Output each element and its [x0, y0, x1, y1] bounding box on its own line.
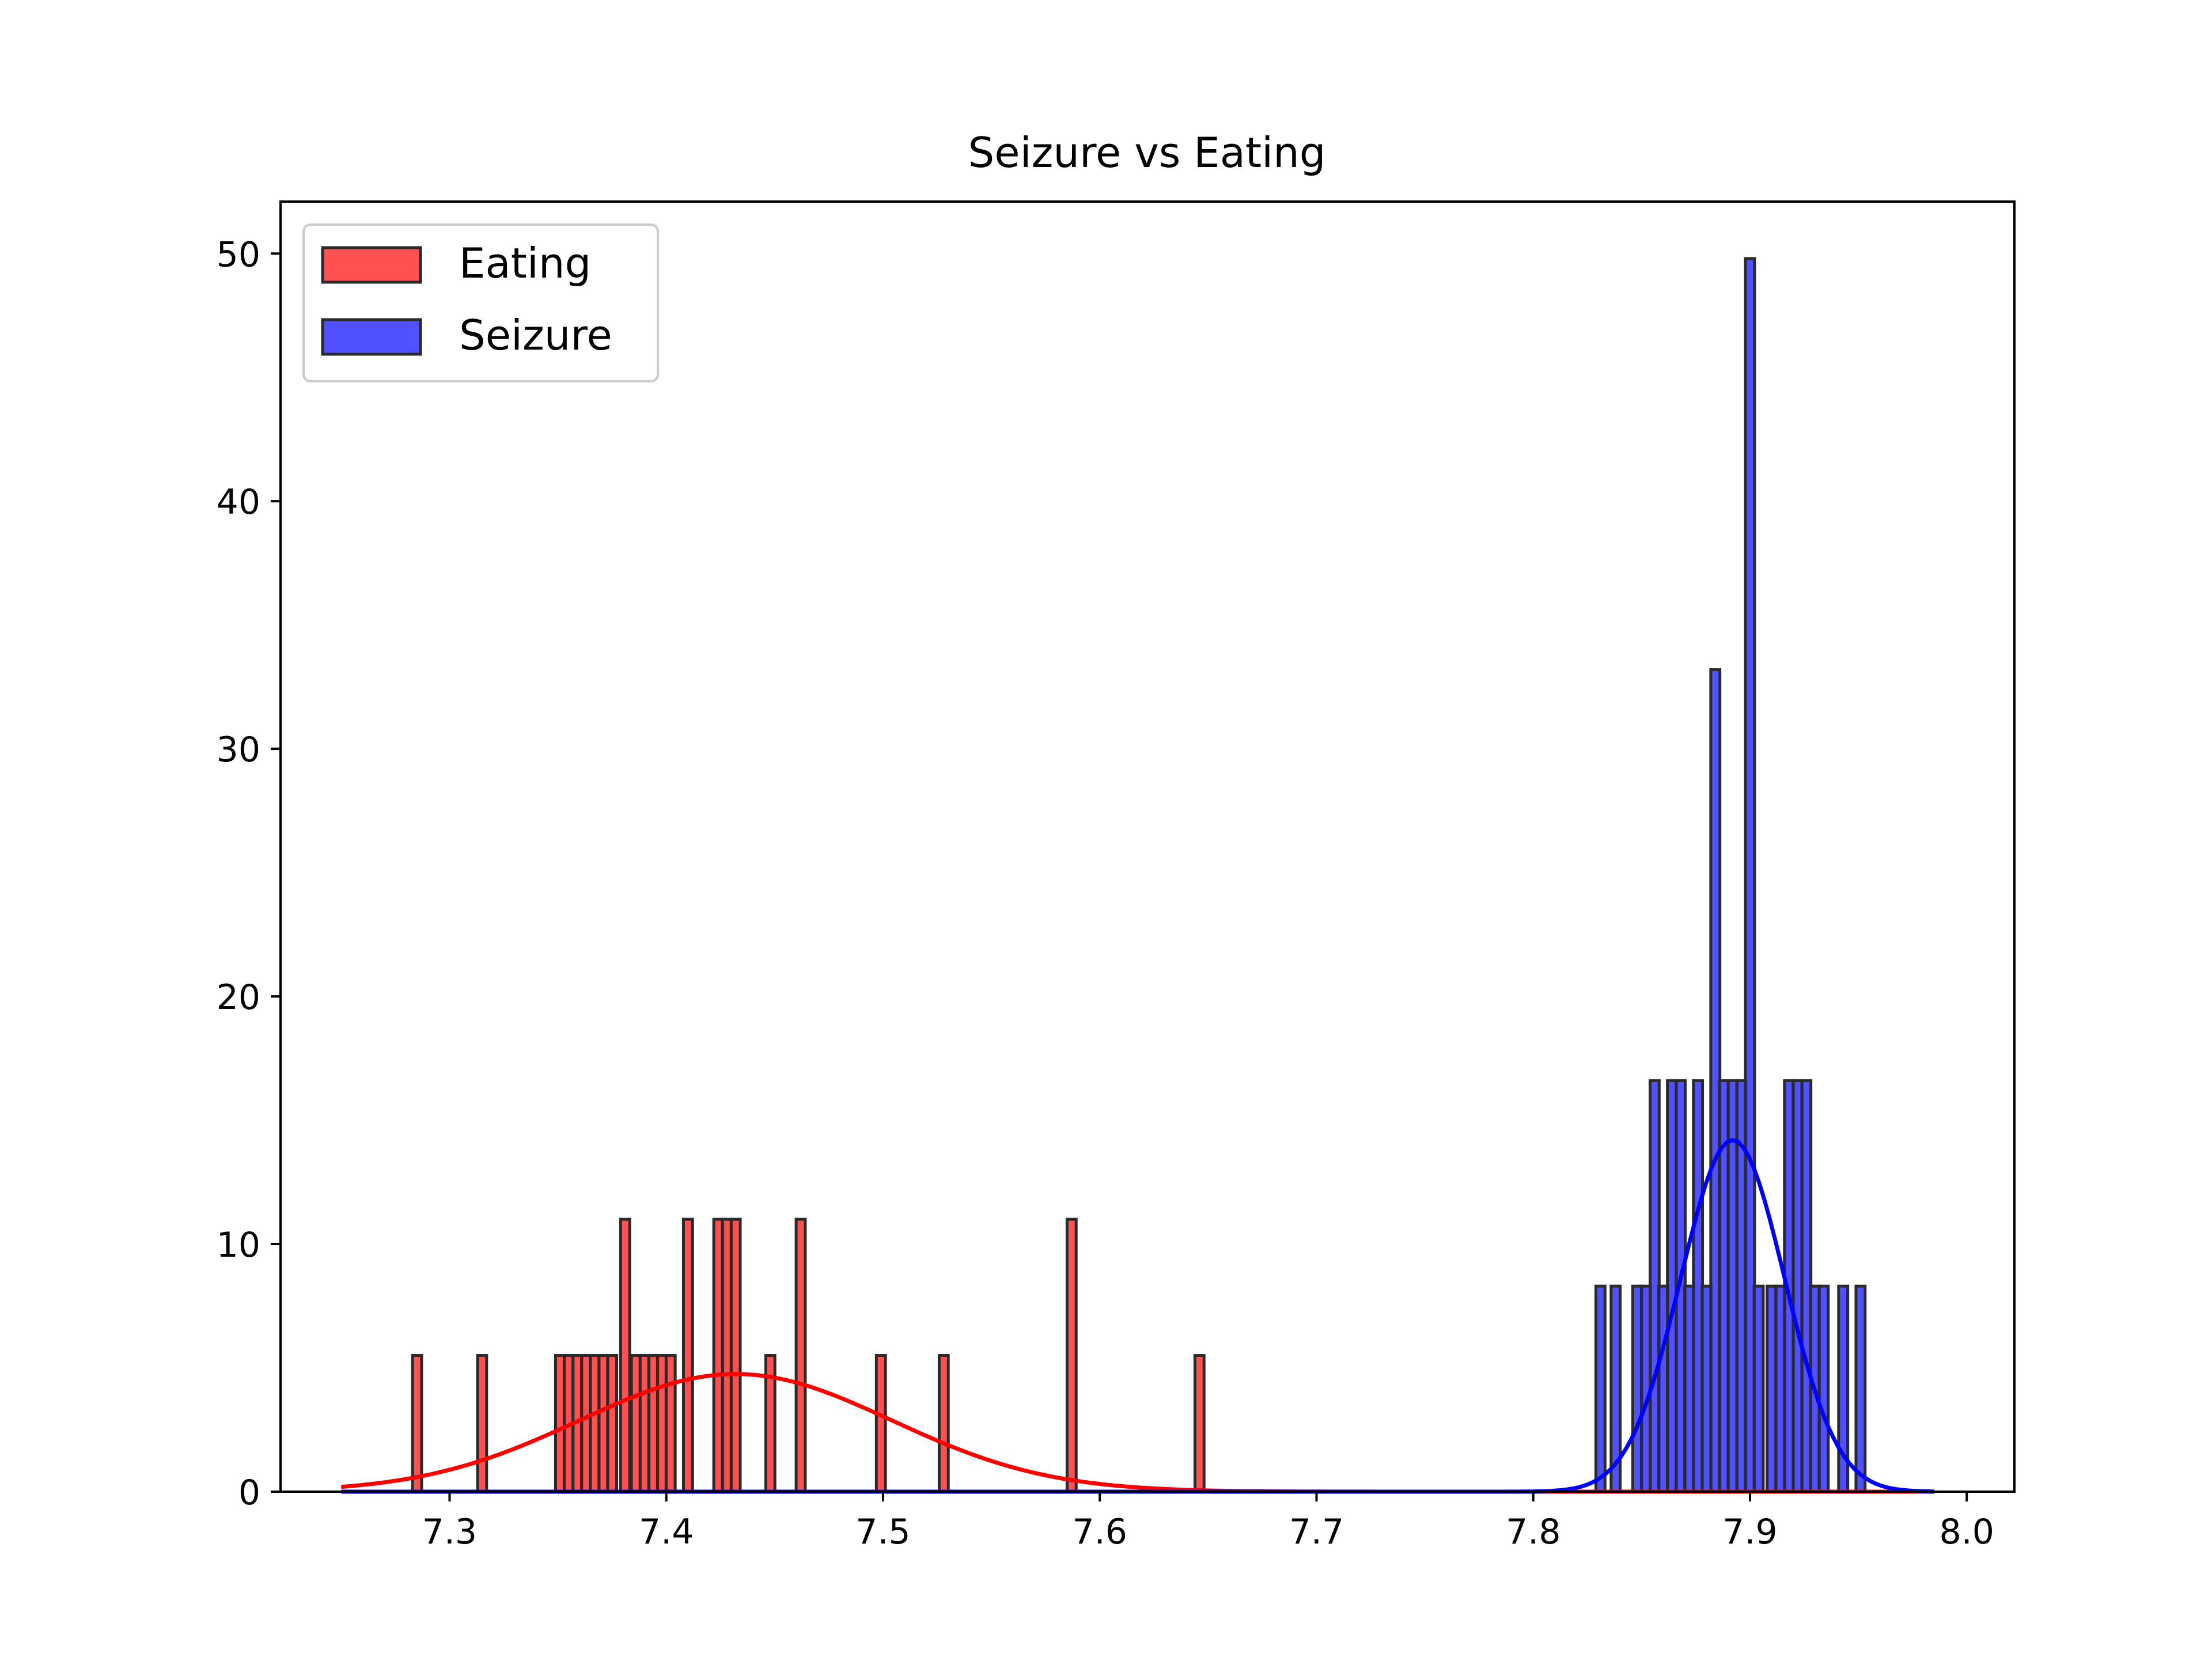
eating-bar: [937, 1354, 950, 1493]
eating-bars: [411, 1218, 1206, 1493]
seizure-bar: [1817, 1284, 1830, 1493]
eating-bar: [1065, 1218, 1078, 1493]
seizure-bar: [1752, 1284, 1765, 1493]
x-tick-label: 7.4: [639, 1512, 694, 1552]
x-tick-label: 7.3: [422, 1512, 477, 1552]
seizure-bars: [1594, 257, 1867, 1493]
y-tick-label: 30: [217, 730, 260, 770]
eating-legend-label: Eating: [459, 239, 591, 287]
legend: Eating Seizure: [302, 223, 659, 382]
eating-bar: [476, 1354, 488, 1493]
seizure-legend-label: Seizure: [459, 311, 612, 359]
eating-bar: [874, 1354, 887, 1493]
y-tick-label: 50: [217, 234, 260, 275]
eating-bar: [411, 1354, 423, 1493]
eating-bar: [619, 1218, 631, 1493]
eating-bar: [794, 1218, 807, 1493]
x-axis: 7.3 7.4 7.5 7.6 7.7 7.8 7.9 8.0: [422, 1492, 1994, 1552]
eating-bar: [606, 1354, 619, 1493]
y-tick-label: 20: [217, 977, 260, 1018]
seizure-bar: [1854, 1284, 1867, 1493]
eating-bar: [729, 1218, 742, 1493]
chart-title: Seizure vs Eating: [968, 128, 1326, 177]
eating-bar: [664, 1354, 677, 1493]
x-tick-label: 7.9: [1722, 1512, 1777, 1552]
x-tick-label: 7.7: [1289, 1512, 1344, 1552]
eating-bar: [681, 1218, 694, 1493]
plot-area-frame: [279, 200, 2016, 1493]
x-tick-label: 7.8: [1506, 1512, 1560, 1552]
x-tick-label: 7.6: [1073, 1512, 1127, 1552]
x-tick-label: 7.5: [855, 1512, 910, 1552]
eating-bar: [1193, 1354, 1206, 1493]
eating-legend-swatch: [321, 246, 422, 284]
x-tick-label: 8.0: [1940, 1512, 1994, 1552]
y-axis: 0 10 20 30 40 50: [217, 234, 281, 1513]
y-tick-label: 0: [238, 1473, 260, 1513]
seizure-legend-swatch: [321, 318, 422, 356]
y-tick-label: 10: [217, 1225, 260, 1265]
seizure-bar: [1594, 1284, 1607, 1493]
y-tick-label: 40: [217, 482, 260, 522]
